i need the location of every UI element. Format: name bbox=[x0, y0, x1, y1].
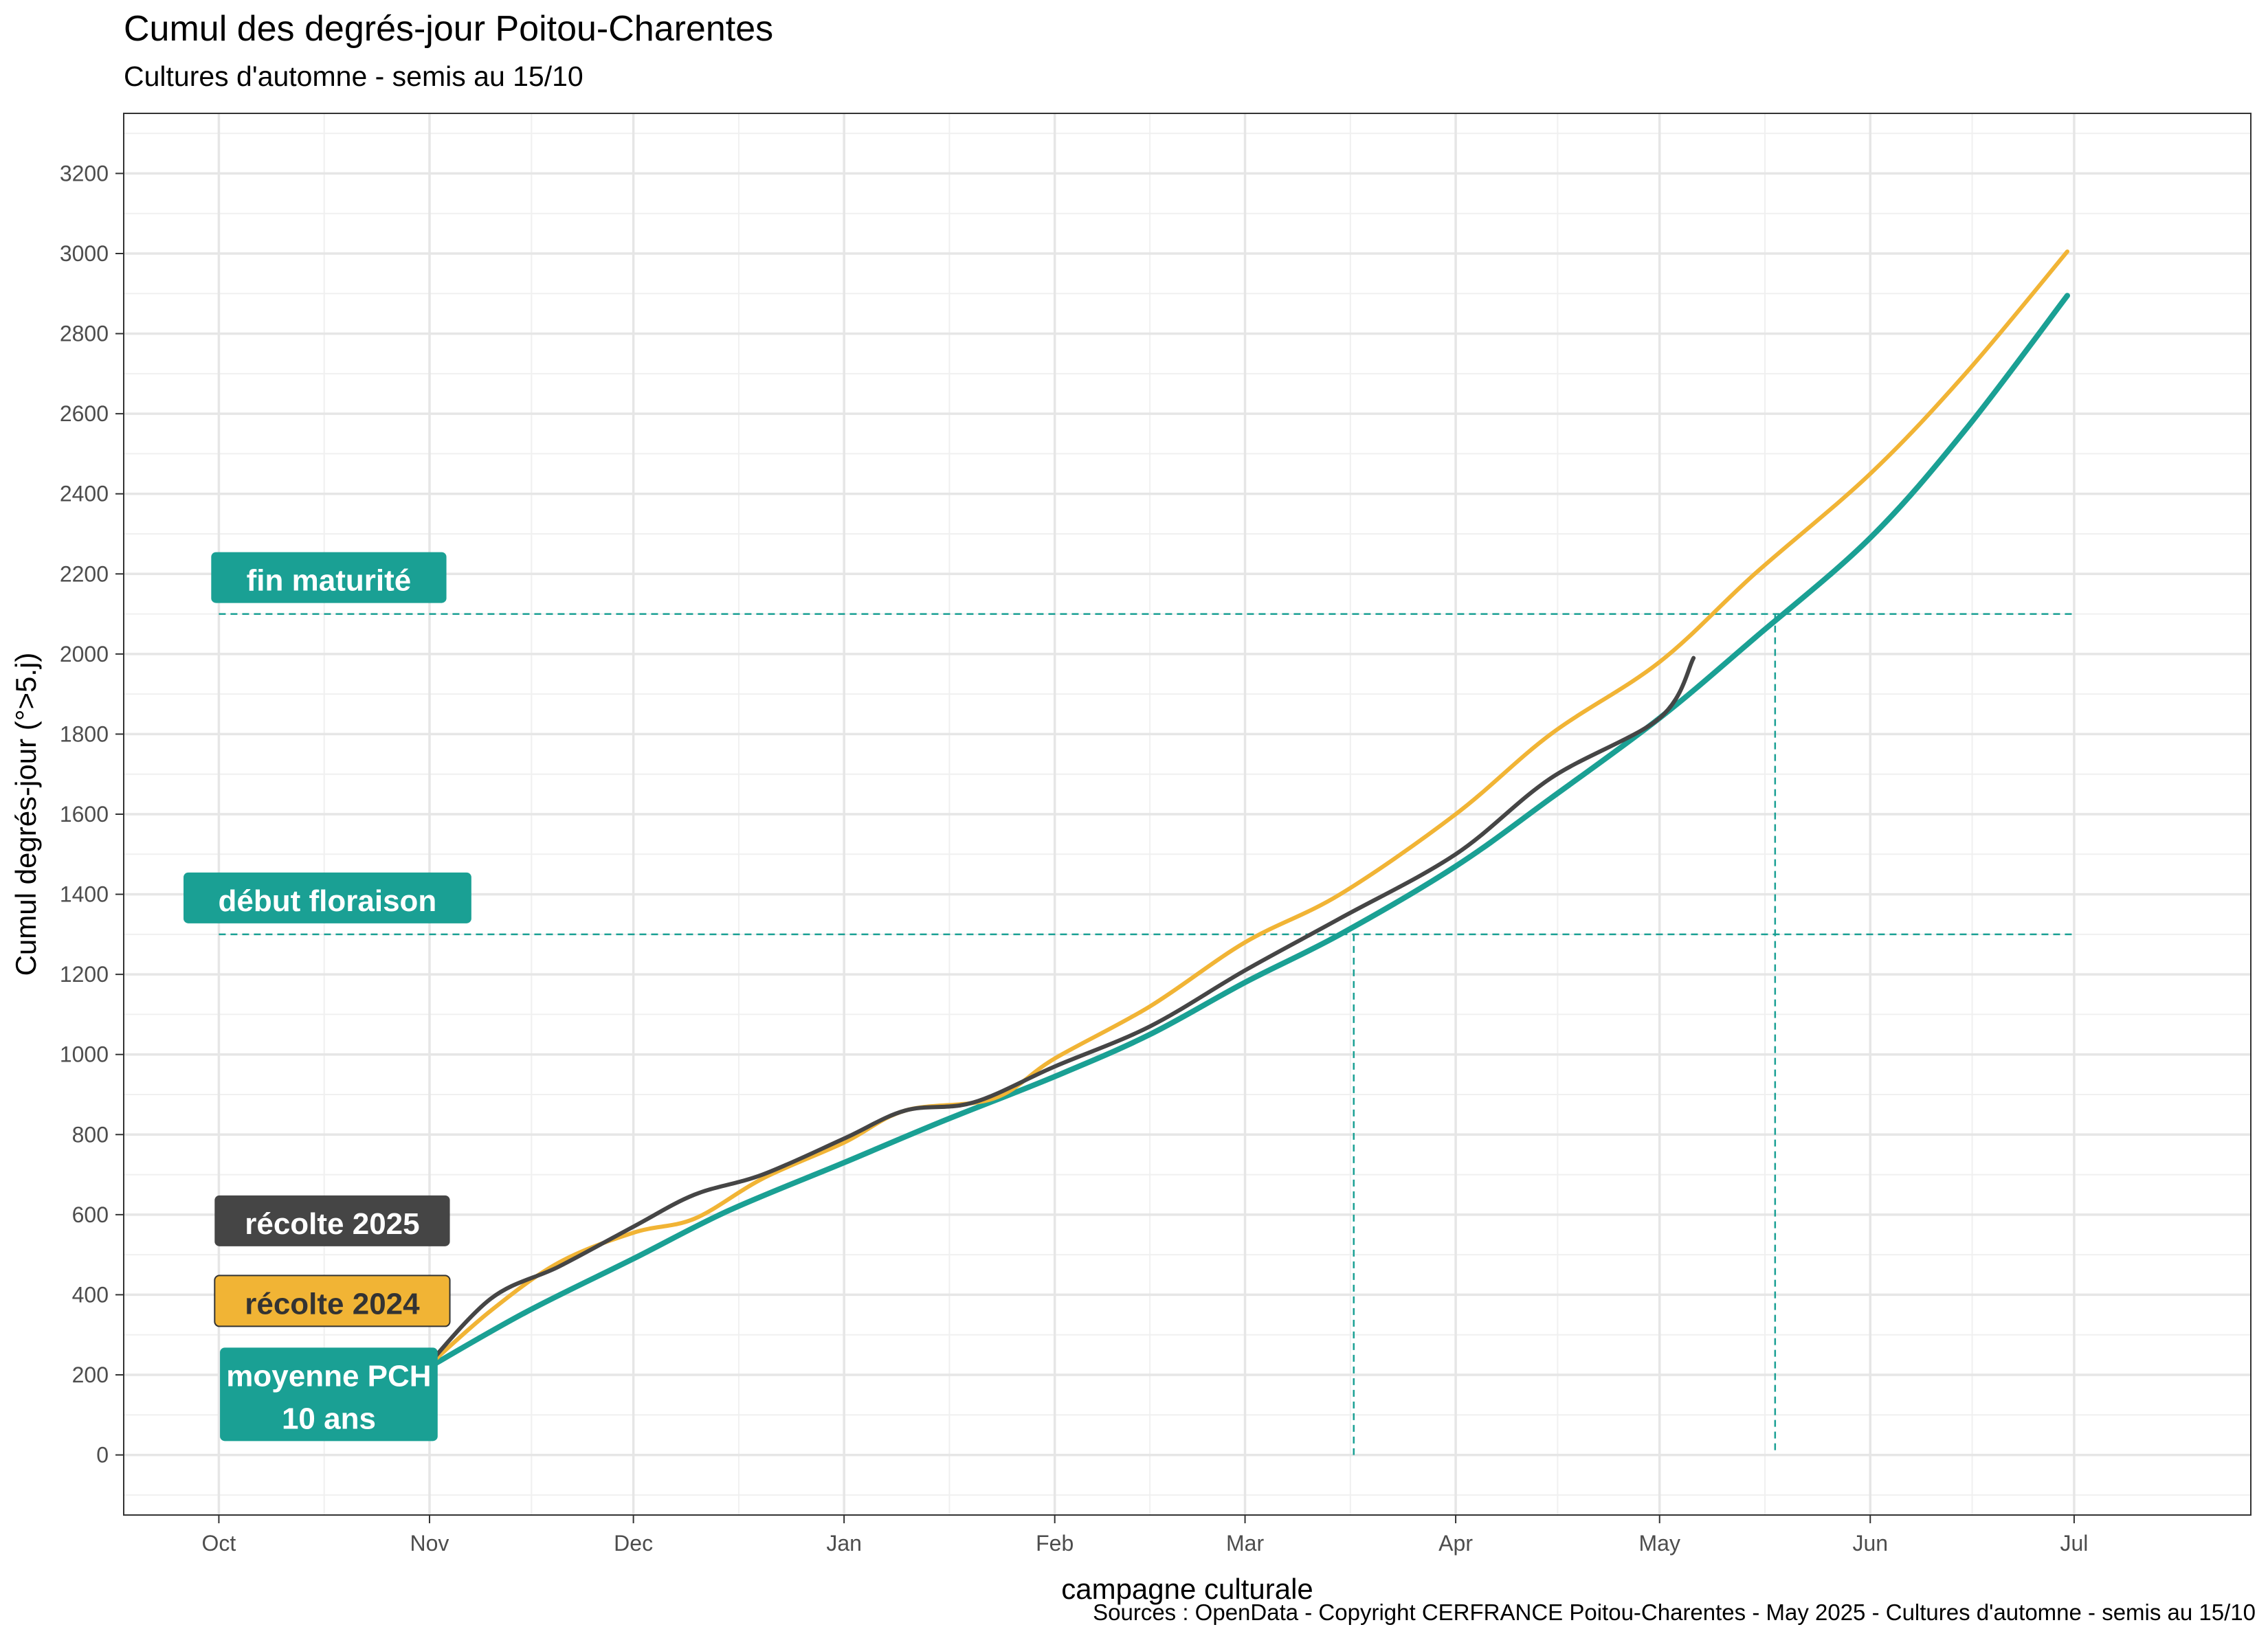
label-fin-maturite: fin maturité bbox=[211, 552, 447, 603]
x-tick-label: Jun bbox=[1852, 1531, 1888, 1556]
y-tick-label: 2000 bbox=[60, 642, 109, 666]
x-tick-label: Dec bbox=[614, 1531, 653, 1556]
label-fin-maturite-text: fin maturité bbox=[247, 564, 412, 598]
y-tick-label: 2600 bbox=[60, 401, 109, 426]
label-debut-floraison: début floraison bbox=[184, 872, 471, 923]
y-tick-label: 0 bbox=[96, 1443, 109, 1468]
series-line-recolte-2024 bbox=[421, 249, 2070, 1373]
x-axis-title: campagne culturale bbox=[1061, 1573, 1313, 1605]
x-tick-label: Feb bbox=[1036, 1531, 1074, 1556]
label-debut-floraison-text: début floraison bbox=[219, 884, 437, 918]
label-recolte-2025: récolte 2025 bbox=[214, 1195, 450, 1246]
y-tick-label: 2800 bbox=[60, 322, 109, 346]
label-recolte-2024-text: récolte 2024 bbox=[245, 1287, 420, 1321]
x-tick-label: Mar bbox=[1226, 1531, 1264, 1556]
y-tick-label: 1600 bbox=[60, 802, 109, 827]
series-line-moyenne bbox=[420, 293, 2071, 1374]
y-tick-label: 400 bbox=[72, 1282, 109, 1307]
y-tick-label: 1000 bbox=[60, 1042, 109, 1067]
label-debut-floraison-box bbox=[184, 872, 471, 923]
y-tick-label: 2400 bbox=[60, 482, 109, 506]
x-tick-label: Jul bbox=[2060, 1531, 2088, 1556]
label-moyenne-pch-box bbox=[220, 1347, 438, 1442]
series-line-recolte-2025 bbox=[421, 655, 1696, 1373]
chart-title: Cumul des degrés-jour Poitou-Charentes bbox=[124, 9, 774, 49]
x-tick-label: Oct bbox=[202, 1531, 236, 1556]
y-tick-label: 3200 bbox=[60, 161, 109, 186]
chart-subtitle: Cultures d'automne - semis au 15/10 bbox=[124, 60, 583, 92]
y-tick-label: 1400 bbox=[60, 882, 109, 907]
y-tick-label: 600 bbox=[72, 1202, 109, 1227]
chart-caption: Sources : OpenData - Copyright CERFRANCE… bbox=[1093, 1600, 2256, 1625]
series-layer bbox=[420, 249, 2071, 1374]
x-tick-label: Apr bbox=[1438, 1531, 1473, 1556]
label-moyenne-pch-text: 10 ans bbox=[282, 1402, 376, 1435]
x-tick-label: May bbox=[1639, 1531, 1680, 1556]
y-tick-label: 200 bbox=[72, 1362, 109, 1387]
y-axis-title: Cumul degrés-jour (°>5.j) bbox=[10, 653, 42, 976]
label-recolte-2024: récolte 2024 bbox=[214, 1275, 451, 1327]
x-tick-label: Nov bbox=[410, 1531, 449, 1556]
label-moyenne-pch: moyenne PCH 10 ans bbox=[220, 1347, 438, 1442]
label-recolte-2025-text: récolte 2025 bbox=[245, 1207, 419, 1241]
label-recolte-2025-box bbox=[214, 1195, 450, 1246]
y-tick-label: 1800 bbox=[60, 721, 109, 746]
axis-layer: Oct Nov Dec Jan Feb Mar Apr May Jun Jul 0 200 400 600… bbox=[10, 161, 2088, 1605]
x-tick-label: Jan bbox=[826, 1531, 862, 1556]
y-tick-label: 800 bbox=[72, 1122, 109, 1147]
y-tick-label: 1200 bbox=[60, 962, 109, 987]
label-layer: fin maturité début floraison récolte 2025 r… bbox=[184, 552, 471, 1442]
label-fin-maturite-box bbox=[211, 552, 447, 603]
threshold-layer bbox=[219, 613, 2074, 1455]
y-tick-label: 2200 bbox=[60, 561, 109, 586]
y-tick-label: 3000 bbox=[60, 241, 109, 266]
label-moyenne-pch-text: moyenne PCH bbox=[226, 1359, 431, 1393]
label-recolte-2024-box bbox=[214, 1275, 451, 1327]
